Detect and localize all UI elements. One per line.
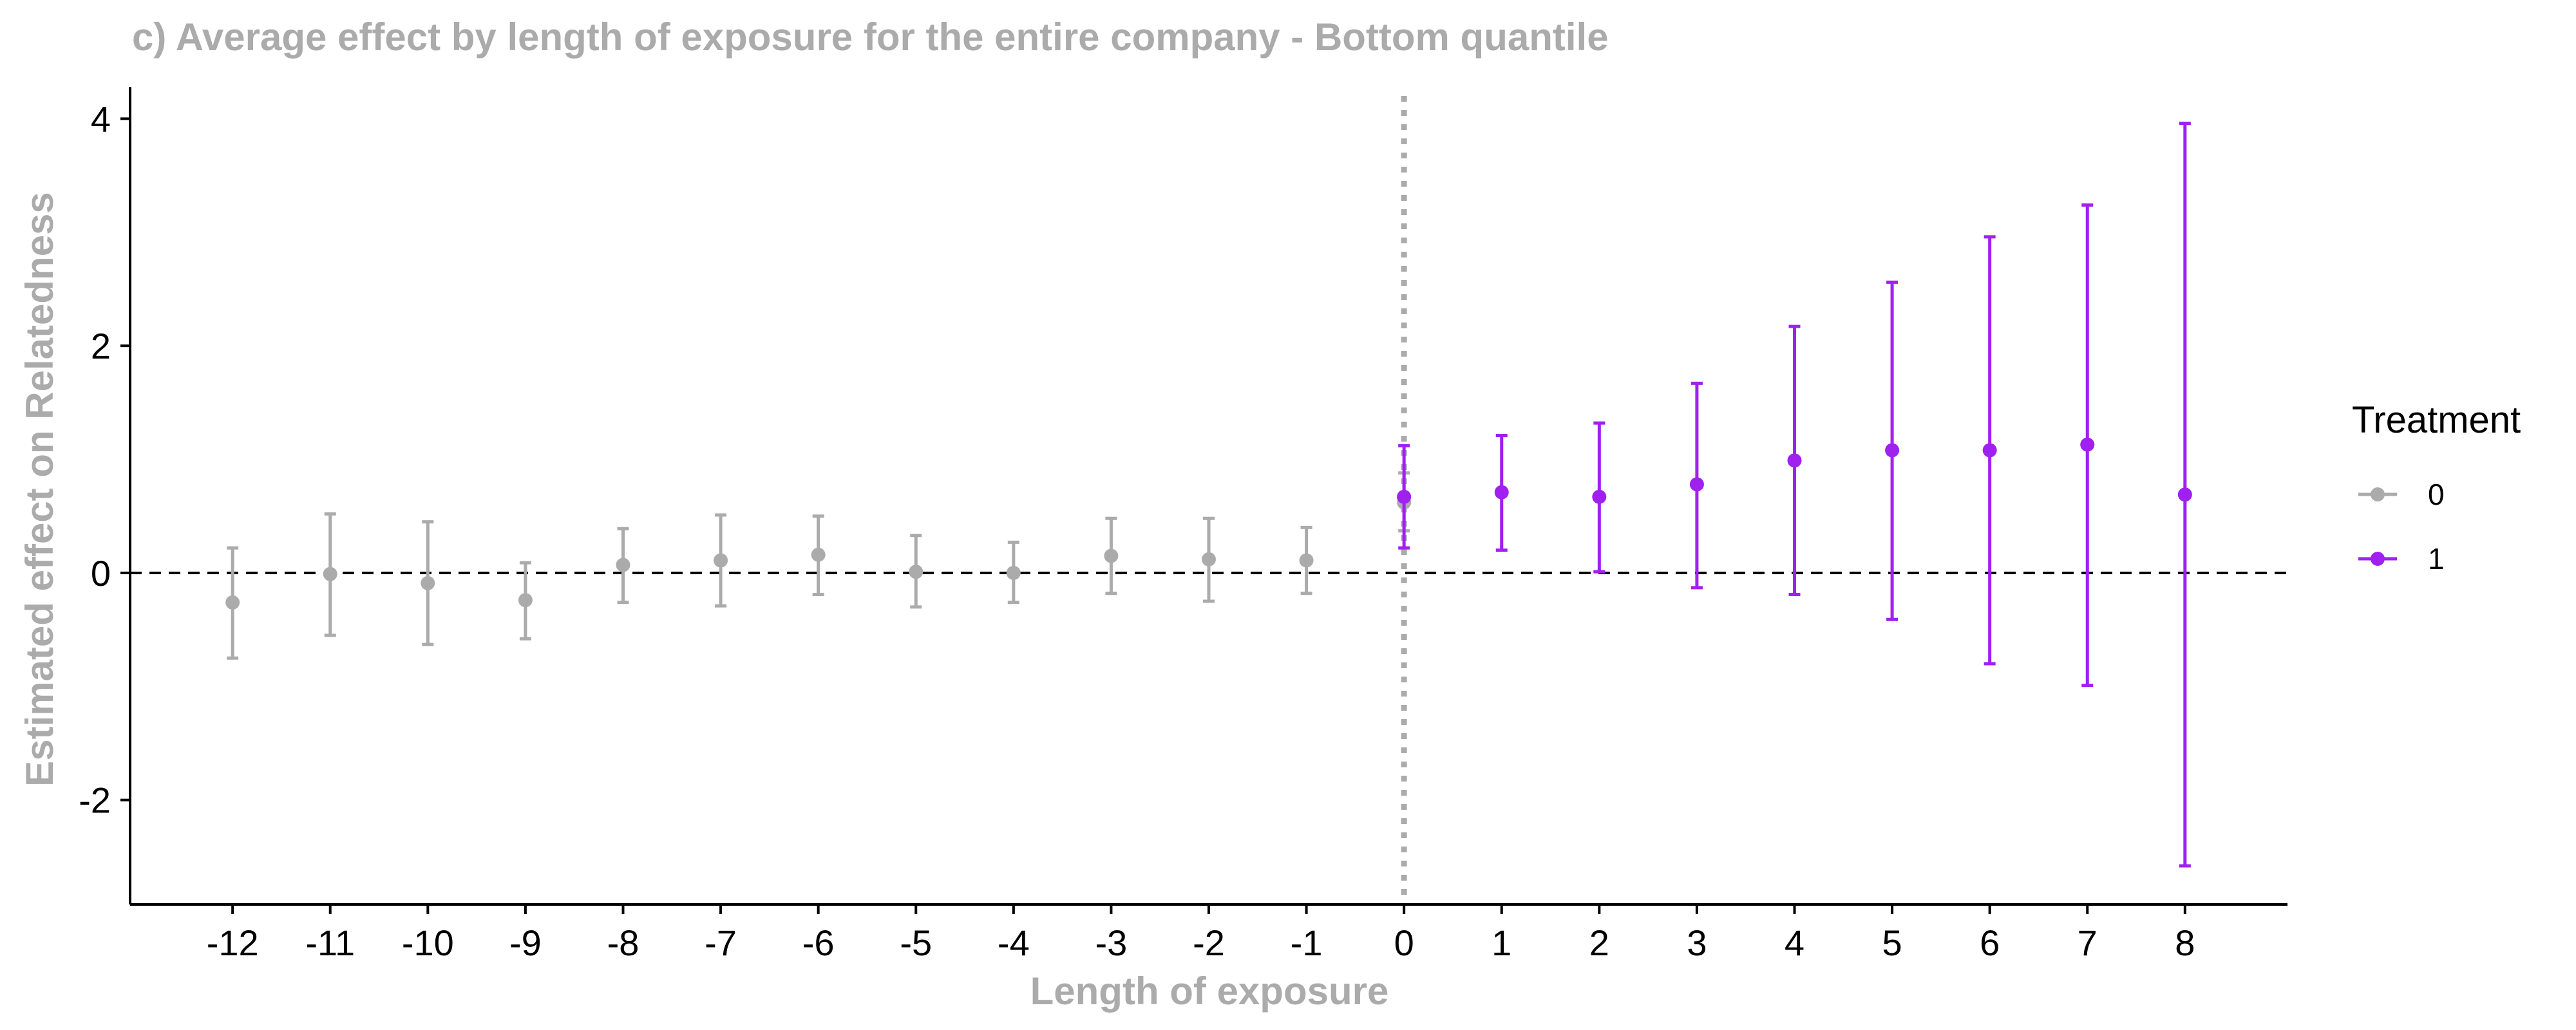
data-point [225, 595, 240, 610]
legend-label: 0 [2428, 478, 2445, 511]
x-tick-label: -2 [1193, 922, 1225, 963]
y-axis-title: Estimated effect on Relatedness [18, 192, 61, 787]
x-tick-label: 4 [1785, 922, 1804, 963]
data-point [421, 576, 435, 590]
data-point [1689, 477, 1704, 492]
legend-entries: 01 [2358, 478, 2445, 576]
plot-area [130, 96, 2287, 904]
x-tick-label: 3 [1687, 922, 1707, 963]
data-point [1104, 548, 1119, 563]
series-0 [225, 471, 1412, 660]
data-point [811, 547, 826, 562]
x-axis-ticks: -12 -11 -10 -9 -8 -7 -6 -5 -4 -3 -2 -1 0 1 2 3 4 5 6 7 8 [207, 904, 2195, 963]
data-point [518, 593, 533, 608]
data-point [1006, 565, 1021, 580]
legend-label: 1 [2428, 542, 2445, 576]
data-point [1299, 553, 1314, 568]
chart-title: c) Average effect by length of exposure … [132, 15, 1609, 59]
x-tick-label: 7 [2078, 922, 2098, 963]
data-point [2080, 437, 2095, 452]
data-point [1397, 489, 1412, 504]
x-tick-label: -3 [1095, 922, 1128, 963]
data-point [1592, 489, 1607, 504]
x-axis-title: Length of exposure [1030, 969, 1389, 1013]
data-point [1885, 443, 1900, 458]
data-point [714, 553, 728, 568]
x-tick-label: -10 [402, 922, 454, 963]
x-tick-label: -4 [998, 922, 1030, 963]
y-tick-label: 2 [91, 326, 111, 366]
data-point [616, 557, 630, 572]
legend-title: Treatment [2352, 399, 2521, 441]
series-1 [1397, 121, 2192, 868]
x-tick-label: -6 [802, 922, 835, 963]
y-tick-label: 0 [91, 553, 111, 594]
y-tick-label: 4 [91, 98, 111, 139]
x-tick-label: -5 [900, 922, 932, 963]
data-marks [225, 121, 2192, 868]
x-tick-label: -11 [305, 922, 355, 963]
x-tick-label: 1 [1492, 922, 1511, 963]
x-tick-label: -12 [207, 922, 259, 963]
legend-key-point [2371, 552, 2385, 566]
legend: Treatment 01 [2352, 399, 2521, 576]
legend-key-point [2371, 487, 2385, 501]
y-tick-label: -2 [79, 780, 111, 821]
data-point [1202, 552, 1216, 566]
x-tick-label: -8 [607, 922, 639, 963]
data-point [909, 565, 923, 579]
x-tick-label: 0 [1394, 922, 1414, 963]
x-tick-label: 8 [2175, 922, 2195, 963]
x-tick-label: 5 [1882, 922, 1902, 963]
data-point [1787, 453, 1802, 468]
data-point [1494, 485, 1509, 500]
axes: -12 -11 -10 -9 -8 -7 -6 -5 -4 -3 -2 -1 0 1 2 3 4 5 6 7 8 -20… [79, 87, 2287, 963]
x-tick-label: 6 [1980, 922, 2000, 963]
data-point [1982, 443, 1997, 458]
x-tick-label: 2 [1589, 922, 1609, 963]
data-point [2177, 487, 2192, 502]
data-point [323, 566, 337, 581]
x-tick-label: -1 [1291, 922, 1323, 963]
x-tick-label: -7 [705, 922, 737, 963]
x-tick-label: -9 [509, 922, 542, 963]
y-axis-ticks: -2 0 2 4 [79, 98, 130, 821]
